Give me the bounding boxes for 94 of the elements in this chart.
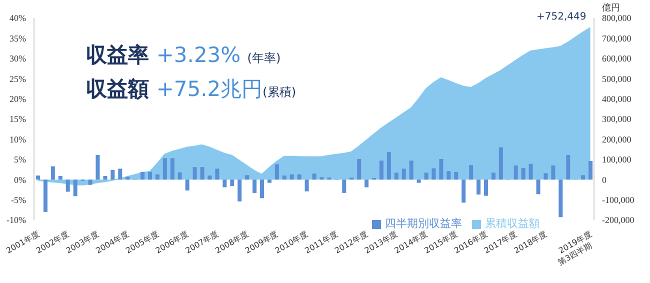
- bar: [245, 175, 250, 180]
- bar: [566, 154, 570, 180]
- bar: [140, 172, 145, 180]
- bar: [544, 173, 548, 180]
- bar: [424, 172, 428, 180]
- y-tick-label: 0%: [14, 174, 26, 185]
- bar: [476, 180, 481, 195]
- bar: [357, 158, 362, 180]
- bar: [386, 152, 391, 180]
- bar: [274, 164, 279, 180]
- y-tick-label: 40%: [10, 13, 26, 24]
- bar: [58, 176, 62, 180]
- annotation: 収益額 +75.2兆円(累積): [86, 77, 296, 101]
- y2-tick-label: 600,000: [602, 54, 632, 64]
- bar: [551, 165, 556, 180]
- bar: [491, 172, 496, 180]
- data-label: +752,449: [536, 12, 586, 23]
- y-tick-label: 5%: [14, 154, 26, 165]
- bar: [118, 168, 122, 180]
- bar: [536, 180, 540, 194]
- bar: [521, 168, 526, 180]
- bar: [208, 176, 212, 180]
- bar: [162, 158, 167, 180]
- bar: [432, 168, 436, 180]
- bar: [409, 160, 414, 180]
- bar: [215, 168, 220, 180]
- bar: [66, 180, 70, 192]
- bar: [379, 160, 384, 180]
- bar: [304, 180, 309, 192]
- bar: [312, 174, 316, 180]
- y2-tick-label: -200,000: [602, 215, 635, 226]
- bar: [462, 180, 466, 203]
- bar: [454, 172, 458, 180]
- bar: [185, 180, 190, 191]
- y2-tick-label: 800,000: [602, 13, 632, 24]
- bar: [484, 180, 488, 196]
- bar: [155, 174, 160, 180]
- legend-label: 累積収益額: [485, 218, 540, 230]
- bar: [178, 172, 182, 180]
- bar: [50, 166, 55, 180]
- annotation: 収益率 +3.23% (年率): [86, 43, 281, 67]
- bar: [290, 174, 294, 180]
- bar: [110, 170, 115, 180]
- y-tick-label: 10%: [10, 134, 26, 144]
- bar: [469, 165, 474, 180]
- bar: [43, 180, 48, 212]
- y-tick-label: -10%: [6, 215, 26, 226]
- bar: [73, 180, 78, 196]
- bar: [297, 174, 302, 180]
- y2-tick-label: 0: [602, 174, 607, 185]
- bar: [36, 176, 40, 180]
- y2-tick-label: 100,000: [602, 154, 632, 165]
- legend-label: 四半期別収益率: [385, 218, 462, 230]
- bar: [282, 176, 286, 180]
- bar: [528, 164, 533, 180]
- y-tick-label: 15%: [10, 114, 26, 124]
- bar: [103, 176, 108, 180]
- bar: [96, 154, 100, 180]
- y-tick-label: -5%: [11, 194, 26, 205]
- y-tick-label: 25%: [10, 74, 26, 84]
- bar: [222, 180, 227, 188]
- bar: [439, 158, 444, 180]
- bar: [238, 180, 242, 202]
- bar: [88, 180, 92, 185]
- y-tick-label: 30%: [10, 54, 26, 64]
- bar: [342, 180, 346, 193]
- bar: [230, 180, 234, 186]
- bar: [581, 175, 586, 180]
- y2-tick-label: 300,000: [602, 114, 632, 124]
- bar: [514, 165, 518, 180]
- y2-tick-label: 200,000: [602, 134, 632, 144]
- y2-axis-title: 億円: [602, 2, 620, 12]
- bar: [267, 180, 272, 183]
- bar: [192, 167, 197, 180]
- y2-tick-label: 400,000: [602, 94, 632, 104]
- y2-tick-label: 500,000: [602, 74, 632, 84]
- bar: [170, 158, 174, 180]
- bar: [588, 161, 593, 180]
- bar: [558, 180, 563, 218]
- bar: [416, 180, 421, 183]
- bar: [402, 168, 406, 180]
- bar: [498, 147, 503, 180]
- bar: [200, 167, 204, 180]
- y-tick-label: 35%: [10, 33, 26, 44]
- bar: [148, 172, 152, 180]
- y2-tick-label: -100,000: [602, 194, 635, 205]
- y2-tick-label: 700,000: [602, 33, 632, 44]
- bar: [252, 180, 257, 193]
- bar: [394, 172, 398, 180]
- bar: [320, 177, 324, 180]
- bar: [446, 171, 451, 180]
- bar: [364, 180, 369, 188]
- y-tick-label: 20%: [10, 94, 26, 104]
- bar: [260, 180, 264, 198]
